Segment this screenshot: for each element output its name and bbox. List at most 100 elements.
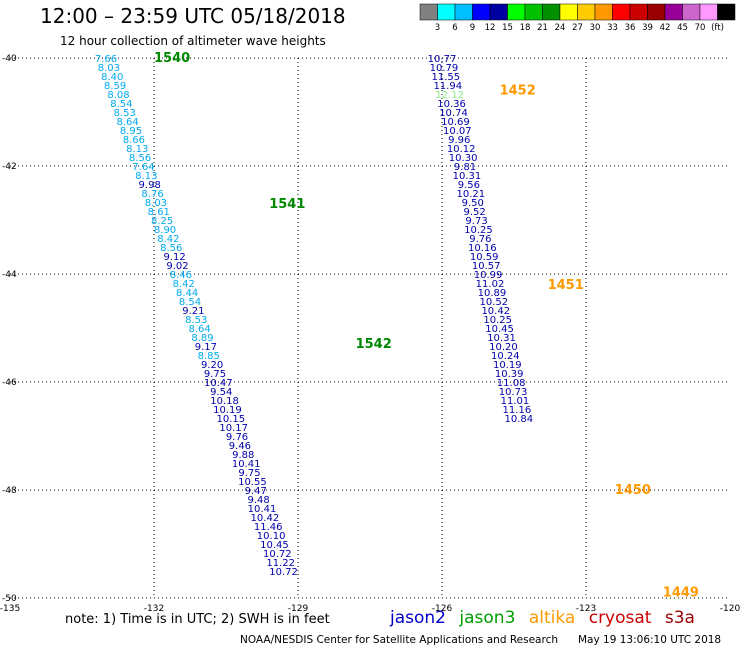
color-scale-label: 15 xyxy=(502,23,513,33)
swh-value-label: 8.64 xyxy=(188,324,210,335)
pass-number-label: 1450 xyxy=(615,483,651,498)
swh-value-label: 10.07 xyxy=(443,126,472,137)
swh-value-label: 10.20 xyxy=(489,342,518,353)
color-scale-label: 24 xyxy=(555,23,566,33)
x-tick-label: -123 xyxy=(576,604,596,614)
swh-value-label: 8.46 xyxy=(170,270,192,281)
swh-value-label: 9.12 xyxy=(164,252,186,263)
swh-value-label: 11.46 xyxy=(254,522,283,533)
swh-value-label: 9.98 xyxy=(139,180,161,191)
y-tick-label: -40 xyxy=(2,54,17,64)
swh-value-label: 11.01 xyxy=(501,396,530,407)
swh-value-label: 10.45 xyxy=(260,540,289,551)
color-scale-label: 18 xyxy=(520,23,531,33)
color-scale-swatch xyxy=(682,3,701,21)
swh-value-label: 10.16 xyxy=(468,243,497,254)
color-scale-label: 45 xyxy=(677,23,688,33)
color-scale-label: 27 xyxy=(572,23,583,33)
legend-cryosat: cryosat xyxy=(588,608,652,628)
pass-number-label: 1449 xyxy=(663,586,699,601)
y-tick-label: -42 xyxy=(2,162,17,172)
pass-number-label: 1451 xyxy=(548,278,584,293)
color-scale-swatch xyxy=(699,3,718,21)
swh-value-label: 8.89 xyxy=(191,333,213,344)
swh-value-label: 10.25 xyxy=(483,315,512,326)
color-scale-swatch xyxy=(577,3,596,21)
swh-value-label: 11.94 xyxy=(433,81,462,92)
color-scale-swatch xyxy=(419,3,438,21)
swh-value-label: 10.25 xyxy=(464,225,493,236)
swh-value-label: 9.17 xyxy=(195,342,217,353)
color-scale-swatch xyxy=(437,3,456,21)
footer-note: note: 1) Time is in UTC; 2) SWH is in fe… xyxy=(65,612,330,627)
swh-value-label: 9.48 xyxy=(248,495,270,506)
swh-value-label: 10.52 xyxy=(480,297,509,308)
color-scale-label: 9 xyxy=(470,23,475,33)
swh-value-label: 9.20 xyxy=(201,360,223,371)
swh-value-label: 10.84 xyxy=(504,414,533,425)
swh-value-label: 8.03 xyxy=(145,198,167,209)
swh-value-label: 9.96 xyxy=(448,135,470,146)
color-scale-swatch xyxy=(489,3,508,21)
color-scale-swatch xyxy=(629,3,648,21)
swh-value-label: 8.76 xyxy=(141,189,163,200)
pass-number-label: 1452 xyxy=(500,83,536,98)
y-tick-label: -50 xyxy=(2,594,17,604)
swh-value-label: 8.25 xyxy=(151,216,173,227)
swh-value-label: 10.45 xyxy=(485,324,514,335)
swh-value-label: 10.24 xyxy=(491,351,520,362)
swh-value-label: 10.15 xyxy=(216,414,245,425)
swh-value-label: 9.75 xyxy=(204,369,226,380)
credit-text: NOAA/NESDIS Center for Satellite Applica… xyxy=(240,634,558,646)
swh-value-label: 8.13 xyxy=(135,171,157,182)
color-scale-swatch xyxy=(717,3,736,21)
color-scale-swatch xyxy=(664,3,683,21)
color-scale-label: (ft) xyxy=(711,23,724,33)
chart-subtitle: 12 hour collection of altimeter wave hei… xyxy=(60,34,326,48)
swh-value-label: 11.55 xyxy=(432,72,461,83)
color-scale-label: 39 xyxy=(642,23,653,33)
pass-number-label: 1542 xyxy=(356,337,392,352)
timestamp-text: May 19 13:06:10 UTC 2018 xyxy=(578,634,722,646)
swh-value-label: 7.66 xyxy=(95,54,117,65)
swh-value-label: 10.72 xyxy=(263,549,292,560)
swh-value-label: 9.76 xyxy=(469,234,491,245)
swh-value-label: 8.03 xyxy=(98,63,120,74)
swh-value-label: 8.59 xyxy=(104,81,126,92)
swh-value-label: 10.42 xyxy=(251,513,280,524)
swh-value-label: 8.42 xyxy=(173,279,195,290)
swh-value-label: 9.75 xyxy=(238,468,260,479)
swh-value-label: 8.95 xyxy=(120,126,142,137)
swh-value-label: 10.19 xyxy=(493,360,522,371)
y-tick-label: -48 xyxy=(2,486,17,496)
color-scale-swatch xyxy=(594,3,613,21)
x-tick-label: -126 xyxy=(432,604,453,614)
pass-number-label: 1540 xyxy=(154,51,190,66)
color-scale-label: 21 xyxy=(537,23,548,33)
color-scale-label: 70 xyxy=(695,23,706,33)
color-scale-label: 3 xyxy=(435,23,440,33)
swh-value-label: 8.44 xyxy=(176,288,198,299)
swh-value-label: 10.73 xyxy=(499,387,528,398)
swh-value-label: 7.64 xyxy=(132,162,154,173)
pass-number-label: 1541 xyxy=(269,197,305,212)
y-tick-label: -44 xyxy=(2,270,17,280)
swh-value-label: 10.89 xyxy=(478,288,507,299)
color-scale-swatch xyxy=(612,3,631,21)
color-scale-swatch xyxy=(647,3,666,21)
swh-value-label: 10.31 xyxy=(453,171,482,182)
swh-value-label: 8.85 xyxy=(198,351,220,362)
swh-value-label: 8.40 xyxy=(101,72,123,83)
swh-value-label: 11.08 xyxy=(497,378,526,389)
swh-value-label: 10.36 xyxy=(437,99,466,110)
swh-value-label: 8.56 xyxy=(129,153,151,164)
color-scale-label: 30 xyxy=(590,23,601,33)
x-tick-label: -120 xyxy=(720,604,740,614)
swh-value-label: 9.81 xyxy=(454,162,476,173)
chart-title: 12:00 – 23:59 UTC 05/18/2018 xyxy=(40,4,346,28)
color-scale-swatch xyxy=(454,3,473,21)
swh-value-label: 8.54 xyxy=(110,99,132,110)
color-scale-label: 12 xyxy=(485,23,496,33)
swh-value-label: 10.31 xyxy=(487,333,516,344)
